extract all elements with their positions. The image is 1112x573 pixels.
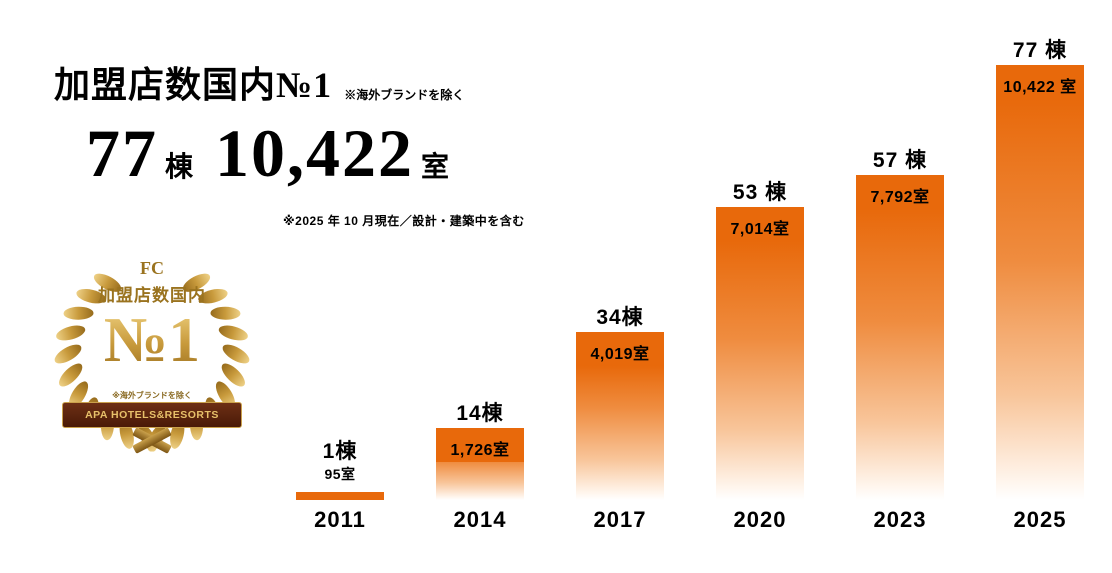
chart-bar [856, 175, 944, 500]
title-note: ※海外ブランドを除く [344, 88, 465, 102]
badge-fc-label: FC [140, 258, 164, 278]
chart-bar [296, 492, 384, 500]
bar-building-label: 14棟 [456, 402, 504, 425]
bar-room-label: 4,019室 [590, 346, 650, 363]
chart-bar [576, 332, 664, 500]
stat-note: ※2025 年 10 月現在／設計・建築中を含む [283, 214, 525, 228]
x-axis-label: 2014 [453, 507, 507, 532]
badge-sub-label: 加盟店数国内 [98, 286, 206, 305]
badge-rank: №1 [46, 298, 258, 381]
bar-room-label: 95室 [324, 466, 356, 482]
bar-room-label: 7,014室 [730, 221, 790, 238]
bar-building-label: 34棟 [596, 306, 644, 329]
x-axis-label: 2025 [1013, 507, 1067, 532]
bar-room-label: 1,726室 [450, 442, 510, 459]
chart-bar [996, 65, 1084, 500]
bar-building-label: 1棟 [322, 440, 358, 463]
stat-rooms-value: 10,422 [215, 115, 415, 191]
bar-building-label: 57 棟 [872, 149, 928, 172]
headline-stat: 77 棟 10,422 室 [86, 116, 449, 191]
page-title-text: 加盟店数国内№1 [54, 65, 333, 105]
badge-banner: APA HOTELS&RESORTS [62, 402, 242, 428]
bar-room-label: 7,792室 [870, 189, 930, 206]
x-axis-label: 2017 [593, 507, 647, 532]
bar-room-label: 10,422 室 [1003, 79, 1077, 96]
chart-bar [716, 207, 804, 500]
stat-buildings-unit: 棟 [165, 152, 194, 183]
x-axis-label: 2020 [733, 507, 787, 532]
badge-note: ※海外ブランドを除く [112, 391, 192, 400]
page-title: 加盟店数国内№1 ※海外ブランドを除く [54, 56, 464, 108]
badge-banner-text: APA HOTELS&RESORTS [85, 409, 219, 421]
bar-building-label: 77 棟 [1012, 39, 1068, 62]
stat-buildings-value: 77 [86, 115, 158, 191]
x-axis-label: 2023 [873, 507, 927, 532]
stat-rooms-unit: 室 [421, 152, 450, 183]
bar-building-label: 53 棟 [732, 181, 788, 204]
award-badge: FC 加盟店数国内 №1 ※海外ブランドを除く APA HOTELS&RESOR… [46, 250, 258, 468]
x-axis-label: 2011 [314, 507, 366, 532]
chart-bar [436, 428, 524, 500]
